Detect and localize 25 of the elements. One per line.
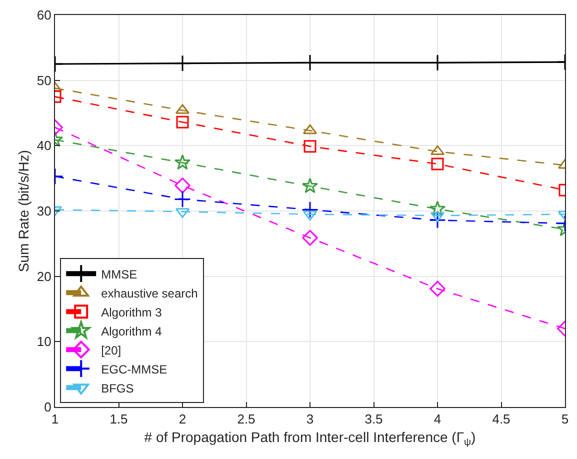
legend-label: Algorithm 4 — [101, 324, 162, 338]
y-tick-label: 50 — [36, 72, 52, 88]
x-tick-label: 2 — [178, 412, 186, 427]
legend-label: MMSE — [101, 267, 138, 282]
y-axis-title: Sum Rate (bit/s/Hz) — [16, 150, 32, 272]
y-tick-label: 60 — [36, 8, 52, 23]
x-tick-label: 5 — [561, 412, 569, 427]
x-tick-label: 3.5 — [364, 412, 383, 427]
y-tick-label: 30 — [36, 204, 52, 219]
y-tick-label: 20 — [36, 268, 52, 284]
legend-label: [20] — [101, 343, 122, 358]
legend-label: BFGS — [101, 381, 134, 396]
y-tick-label: 10 — [36, 334, 52, 350]
x-tick-label: 4 — [434, 412, 442, 427]
legend-label: exhaustive search — [101, 286, 198, 300]
y-tick-label: 40 — [36, 138, 52, 154]
x-tick-label: 1 — [51, 412, 59, 427]
x-tick-label: 1.5 — [110, 412, 128, 427]
y-tick-label: 0 — [44, 400, 52, 415]
x-tick-label: 2.5 — [237, 412, 256, 427]
x-axis-title: # of Propagation Path from Inter-cell Interference (Γ$_{ψ}$) — [144, 428, 476, 448]
x-tick-label: 4.5 — [492, 412, 510, 427]
legend-label: EGC-MMSE — [101, 362, 168, 376]
legend-label: Algorithm 3 — [101, 305, 162, 320]
x-tick-label: 3 — [306, 412, 314, 427]
